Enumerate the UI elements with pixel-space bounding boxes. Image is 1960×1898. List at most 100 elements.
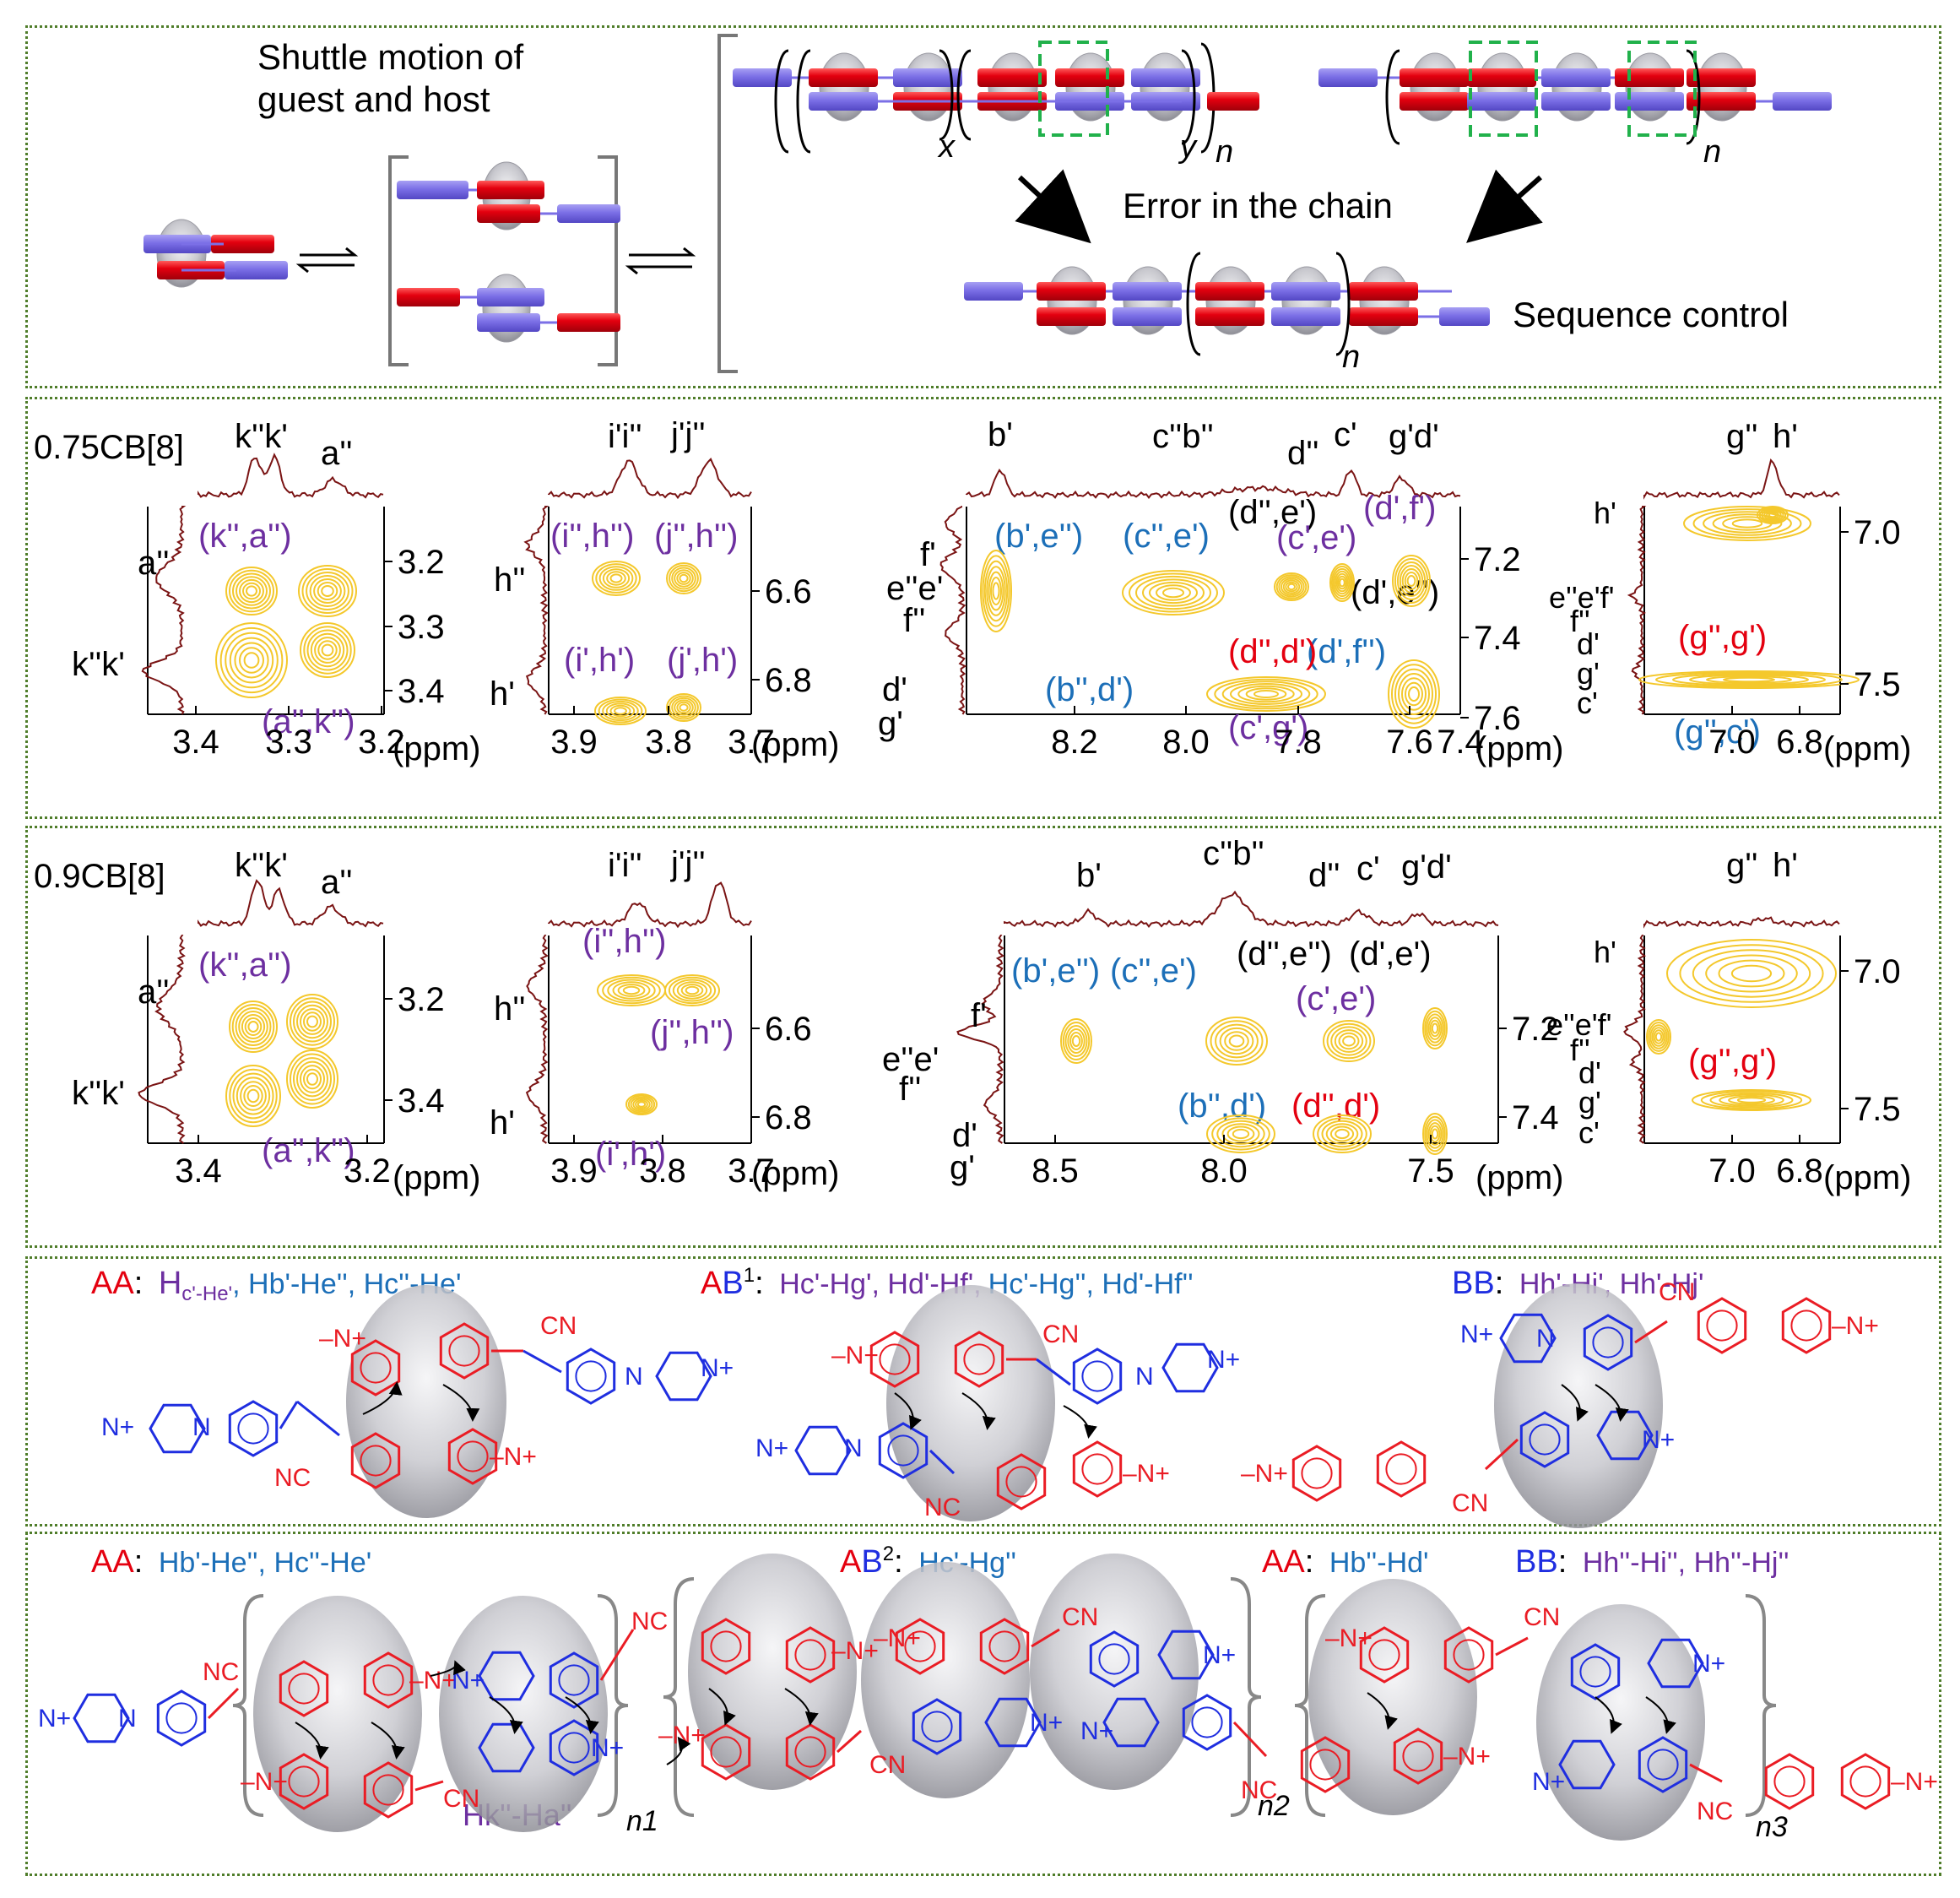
benzene-ring xyxy=(363,1761,414,1819)
repeat-bracket xyxy=(663,1577,695,1817)
p2-contour xyxy=(679,703,689,712)
p4-left-trace xyxy=(1627,506,1647,715)
nmr-panel-1: k''k' a''a''k''k'(k'',a'')(a'',k'')3.23.4… xyxy=(72,847,480,1196)
p3-contour xyxy=(1332,567,1352,598)
p1-ppm-label: (ppm) xyxy=(393,730,480,767)
chain-bracket-7 xyxy=(1385,49,1400,145)
p3-contour xyxy=(1216,1120,1265,1148)
p1-contour xyxy=(293,1001,332,1043)
p2-contour xyxy=(676,701,691,714)
p3-contour xyxy=(1287,583,1296,591)
p4-xtick-label: 7.0 xyxy=(1708,724,1756,761)
atom-label: NC xyxy=(1241,1776,1277,1804)
p3-contour xyxy=(1206,1114,1275,1153)
p4-contour xyxy=(1692,1089,1811,1111)
benzene-ring-inner xyxy=(1773,1765,1806,1798)
benzene-ring xyxy=(228,1400,279,1457)
p3-contour xyxy=(1342,1035,1356,1047)
guest-block xyxy=(1113,307,1182,326)
error-box-1 xyxy=(1038,41,1109,137)
p4-contour xyxy=(1758,507,1787,523)
p1-contour xyxy=(225,1065,281,1127)
benzene-ring xyxy=(1072,1348,1123,1405)
concentration-label: 0.9CB[8] xyxy=(34,858,165,895)
atom-label: –N+ xyxy=(1443,1743,1491,1771)
benzene-ring xyxy=(1638,1736,1688,1793)
p4-contour xyxy=(1653,1029,1665,1044)
benzene-ring xyxy=(1840,1753,1891,1810)
p1-contour xyxy=(243,1085,263,1107)
error-label: Error in the chain xyxy=(1123,186,1393,225)
noe-arrow-bb xyxy=(1561,1384,1589,1422)
panel-structures-1 xyxy=(25,1256,1941,1527)
p4-contour xyxy=(1719,1093,1784,1107)
p3-contour xyxy=(1405,681,1423,707)
p1-xtick-label: 3.4 xyxy=(175,1152,222,1190)
p4-contour xyxy=(1768,512,1778,518)
p4-contour xyxy=(1651,1027,1666,1047)
p1-contour xyxy=(314,637,341,664)
bond xyxy=(1689,1763,1723,1783)
benzene-ring-inner xyxy=(710,1630,742,1662)
p3-contour xyxy=(1396,561,1427,600)
p3-contour xyxy=(1313,1114,1372,1153)
benzene-ring-inner xyxy=(794,1736,826,1768)
p1-xtick-label: 3.4 xyxy=(172,724,219,761)
p4-ppm-label: (ppm) xyxy=(1823,1159,1911,1196)
p1-contour xyxy=(229,1068,278,1124)
p2-left-label: h' xyxy=(490,1104,515,1142)
p3-contour xyxy=(1422,1113,1448,1155)
p4-cross-label: (g'',g') xyxy=(1678,619,1767,656)
row2-legend-bb: BB: Hh''-Hi'', Hh''-Hj'' xyxy=(1515,1544,1789,1580)
p3-cross-label: (b',e'') xyxy=(994,518,1083,555)
benzene-ring-inner xyxy=(1790,1310,1822,1342)
structure-row-1: AA: Hc'-He', Hb'-He'', Hc''-He' AB1: Hc'… xyxy=(91,1264,1879,1528)
guest-block xyxy=(1037,282,1106,301)
sub-n-2: n xyxy=(1703,134,1721,170)
guest-block xyxy=(557,313,620,332)
repeat-bracket xyxy=(1230,1577,1262,1817)
bond xyxy=(296,1400,340,1437)
benzene-ring xyxy=(439,1322,490,1380)
atom-label: –N+ xyxy=(1241,1460,1288,1488)
piperazine-ring xyxy=(794,1425,852,1476)
repeat-bracket xyxy=(1294,1594,1326,1817)
noe-arrow-chain xyxy=(1645,1696,1676,1734)
panel-scheme xyxy=(25,25,1941,388)
guest-block xyxy=(1467,92,1536,111)
noe-arrow-chain xyxy=(708,1688,736,1726)
p3-left-label: f' xyxy=(920,536,936,573)
benzene-ring xyxy=(350,1339,401,1396)
benzene-ring-inner xyxy=(1453,1639,1485,1671)
p1-contour xyxy=(219,626,284,694)
p3-left-trace xyxy=(939,506,967,715)
p2-contour xyxy=(605,702,636,719)
p3-cross-label: (d'',d') xyxy=(1228,633,1317,670)
guest-block xyxy=(809,68,878,87)
p2-contour xyxy=(669,564,699,593)
p1-contour xyxy=(232,1072,274,1120)
p2-ppm-label: (ppm) xyxy=(751,1155,839,1192)
benzene-ring xyxy=(1089,1630,1140,1688)
benzene-ring xyxy=(279,1660,329,1717)
benzene-ring-inner xyxy=(457,1440,489,1472)
p2-contour xyxy=(676,981,708,1000)
p4-contour xyxy=(1723,676,1775,683)
noe-arrow-chain xyxy=(489,1696,523,1734)
guest-block xyxy=(1687,68,1756,87)
guest-block xyxy=(809,92,878,111)
bond xyxy=(1036,1358,1071,1386)
p1-ytick-label: 3.2 xyxy=(398,981,445,1018)
p1-top-label: a'' xyxy=(321,435,353,472)
p2-contour xyxy=(668,976,717,1005)
scheme-shapes xyxy=(143,34,1832,373)
piperazine-ring xyxy=(1102,1697,1160,1748)
chain-bracket-1 xyxy=(774,49,789,154)
piperazine-ring xyxy=(1647,1638,1704,1689)
bond xyxy=(837,1729,862,1754)
p2-contour xyxy=(672,979,712,1002)
benzene-ring xyxy=(785,1723,836,1781)
p3-contour xyxy=(1228,1034,1245,1048)
p4-ytick-label: 7.5 xyxy=(1854,1091,1901,1128)
p3-contour xyxy=(990,577,1002,605)
